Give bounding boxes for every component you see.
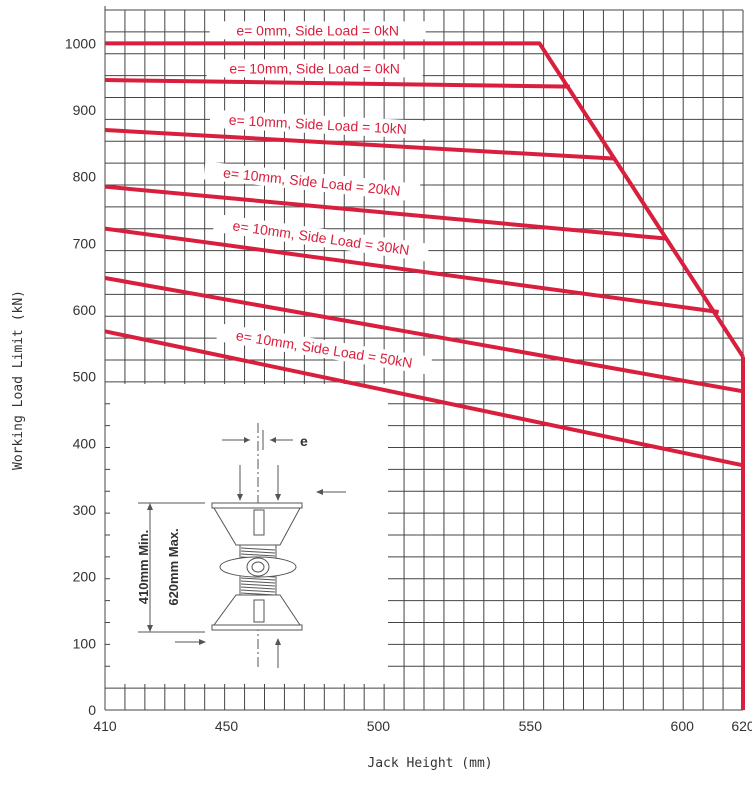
jack-diagram: e 410mm Min. 620mm Max. — [136, 423, 346, 668]
arrow-head — [237, 494, 243, 501]
y-tick-label: 0 — [88, 702, 96, 718]
arrow-head — [316, 489, 323, 495]
x-tick-labels: 410 450 500 550 600 620 — [93, 718, 752, 734]
y-tick-label: 1000 — [65, 35, 96, 51]
arrow-head — [275, 638, 281, 645]
series-label-background — [209, 21, 426, 40]
series-line-3 — [104, 128, 616, 161]
thread-line — [240, 547, 276, 551]
y-tick-label: 700 — [73, 235, 97, 251]
thread-line — [240, 553, 276, 557]
x-tick-label: 550 — [519, 718, 543, 734]
arrow-head — [199, 639, 206, 645]
series-label-1: e= 0mm, Side Load = 0kN — [236, 22, 399, 38]
y-tick-label: 800 — [73, 169, 97, 185]
min-height-label: 410mm Min. — [136, 530, 151, 604]
thread-line — [240, 583, 276, 587]
series-label-4: e= 10mm, Side Load = 20kN — [222, 164, 401, 199]
eccentricity-label: e — [300, 433, 308, 449]
y-axis-title: Working Load Limit (kN) — [11, 290, 26, 470]
series-line-6 — [104, 276, 744, 394]
top-slot — [253, 509, 265, 536]
arrow-head — [270, 437, 276, 443]
x-tick-label: 450 — [215, 718, 239, 734]
series-label-background — [209, 109, 427, 139]
x-tick-label: 500 — [367, 718, 391, 734]
series-label-2: e= 10mm, Side Load = 0kN — [229, 60, 399, 76]
bottom-plate — [211, 624, 303, 631]
y-tick-label: 100 — [73, 635, 97, 651]
y-tick-label: 900 — [73, 102, 97, 118]
y-tick-label: 400 — [73, 435, 97, 451]
series-label-background — [212, 213, 430, 262]
y-tick-label: 600 — [73, 302, 97, 318]
series-label-background — [206, 59, 423, 78]
series-line-2 — [104, 78, 570, 89]
thread-line — [240, 589, 276, 593]
arrow-head — [244, 437, 250, 443]
arrow-head — [275, 494, 281, 501]
y-tick-labels: 0 100 200 300 400 500 600 700 800 900 1000 — [65, 35, 96, 718]
thread-line — [240, 586, 276, 590]
handle-nut-inner — [251, 561, 265, 573]
series-label-background — [203, 161, 421, 202]
y-tick-label: 300 — [73, 502, 97, 518]
y-tick-label: 200 — [73, 569, 97, 585]
x-tick-label: 410 — [93, 718, 117, 734]
x-tick-label: 620 — [731, 718, 752, 734]
series-line-7 — [104, 329, 744, 468]
x-axis-title: Jack Height (mm) — [367, 756, 492, 771]
thread-line — [240, 550, 276, 554]
thread-line — [240, 577, 276, 581]
bottom-slot — [253, 599, 265, 623]
series-line-5 — [104, 226, 719, 314]
series-line-4 — [104, 184, 668, 241]
series-lines — [104, 41, 745, 710]
arrow-head — [147, 503, 153, 510]
thread-line — [240, 580, 276, 584]
y-tick-label: 500 — [73, 369, 97, 385]
max-height-label: 620mm Max. — [166, 528, 181, 605]
top-plate — [211, 502, 303, 509]
arrow-head — [147, 625, 153, 632]
series-label-background — [216, 323, 433, 375]
x-tick-label: 600 — [671, 718, 695, 734]
series-line-1 — [105, 41, 745, 358]
